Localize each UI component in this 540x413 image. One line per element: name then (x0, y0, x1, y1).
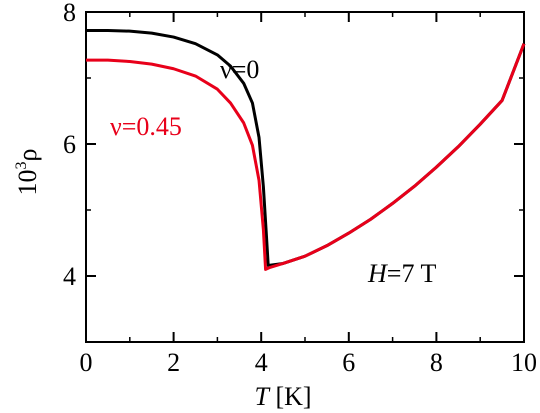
annotation-field-value: =7 T (387, 259, 437, 288)
y-axis-label-exponent: 3 (13, 161, 30, 169)
x-tick-label: 0 (80, 348, 93, 377)
y-axis-label-base: 10 (13, 169, 42, 195)
series-line-nu045 (86, 43, 526, 271)
x-tick-label: 6 (342, 348, 355, 377)
x-tick-label: 2 (167, 348, 180, 377)
x-axis-label: T [K] (254, 382, 311, 411)
y-tick-label: 8 (63, 0, 76, 27)
x-axis-label-unit: [K] (269, 382, 312, 411)
annotation-field: H=7 T (367, 259, 436, 288)
annotation-nu045: ν=0.45 (110, 112, 182, 141)
ticks (85, 11, 525, 343)
series-layer (86, 28, 526, 271)
x-axis-label-symbol: T (254, 382, 270, 411)
tick-labels: 0 2 4 6 8 10 4 6 8 (63, 0, 537, 377)
y-axis-label-symbol: ρ (13, 149, 42, 162)
y-axis-label: 103ρ (13, 149, 42, 196)
annotation-nu0: ν=0 (220, 55, 259, 84)
x-tick-label: 8 (430, 348, 443, 377)
plot-frame (85, 11, 525, 343)
y-tick-label: 6 (63, 130, 76, 159)
annotation-field-symbol: H (367, 259, 388, 288)
x-tick-label: 10 (511, 348, 537, 377)
x-tick-label: 4 (255, 348, 268, 377)
plot-border (85, 11, 525, 343)
y-tick-label: 4 (63, 262, 76, 291)
